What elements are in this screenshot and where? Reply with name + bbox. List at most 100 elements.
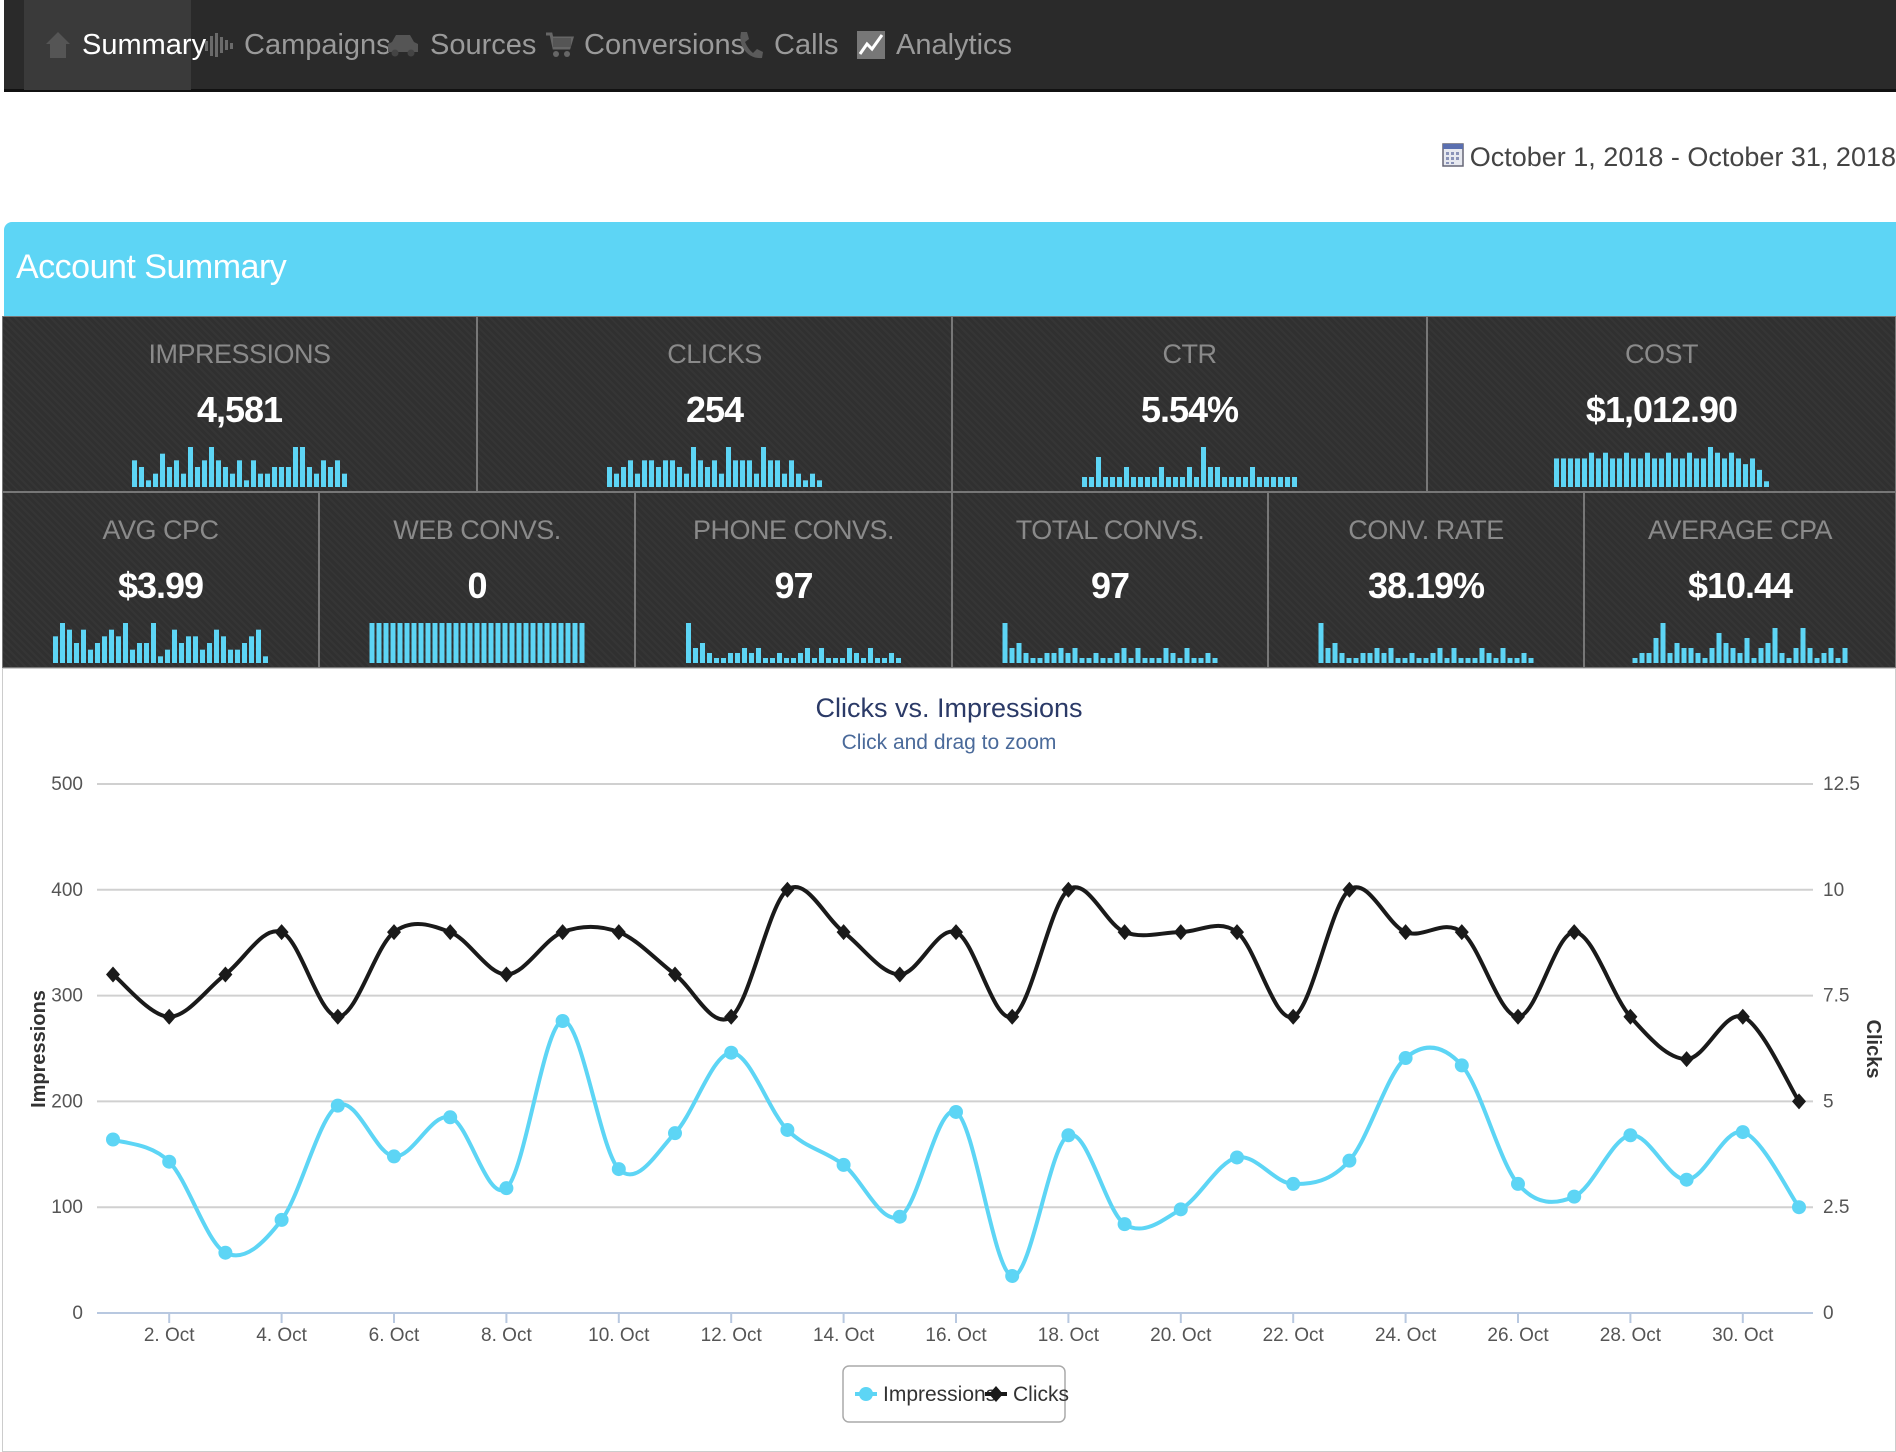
clicks-point[interactable] bbox=[1398, 924, 1413, 941]
clicks-point[interactable] bbox=[1342, 881, 1357, 898]
nav-summary[interactable]: Summary bbox=[24, 0, 206, 90]
clicks-point[interactable] bbox=[836, 924, 851, 941]
impressions-point[interactable] bbox=[1005, 1268, 1020, 1283]
sparkline-bar bbox=[819, 648, 824, 663]
impressions-point[interactable] bbox=[1454, 1058, 1469, 1073]
legend-impressions-label[interactable]: Impressions bbox=[883, 1383, 996, 1406]
legend-clicks-label[interactable]: Clicks bbox=[1013, 1383, 1069, 1406]
impressions-point[interactable] bbox=[836, 1157, 851, 1172]
impressions-point[interactable] bbox=[949, 1104, 963, 1119]
impressions-point[interactable] bbox=[1286, 1176, 1301, 1191]
sparkline-bar bbox=[698, 460, 703, 487]
sparkline-bar bbox=[1107, 658, 1113, 663]
impressions-point[interactable] bbox=[106, 1132, 120, 1147]
impressions-point[interactable] bbox=[555, 1013, 570, 1028]
impressions-point[interactable] bbox=[218, 1245, 233, 1260]
sparkline-bar bbox=[1681, 648, 1687, 663]
sparkline-bar bbox=[314, 473, 319, 487]
clicks-point[interactable] bbox=[611, 924, 626, 941]
clicks-point[interactable] bbox=[780, 881, 795, 898]
sparkline-bar bbox=[805, 648, 810, 663]
nav-analytics[interactable]: Analytics bbox=[856, 0, 1012, 90]
clicks-point[interactable] bbox=[499, 966, 514, 983]
clicks-point[interactable] bbox=[274, 924, 289, 941]
impressions-point[interactable] bbox=[499, 1181, 514, 1196]
clicks-point[interactable] bbox=[1623, 1008, 1638, 1025]
impressions-point[interactable] bbox=[274, 1212, 289, 1227]
sparkline-bar bbox=[1208, 467, 1213, 487]
impressions-point[interactable] bbox=[1567, 1189, 1582, 1204]
impressions-point[interactable] bbox=[1230, 1150, 1244, 1165]
clicks-point[interactable] bbox=[1735, 1008, 1750, 1025]
clicks-point[interactable] bbox=[555, 924, 570, 941]
sparkline-bar bbox=[53, 636, 58, 663]
clicks-point[interactable] bbox=[724, 1008, 739, 1025]
nav-campaigns[interactable]: Campaigns bbox=[204, 0, 391, 90]
impressions-point[interactable] bbox=[892, 1209, 907, 1224]
phone-convs-sparkline bbox=[686, 623, 901, 663]
sparkline-bar bbox=[1285, 477, 1290, 487]
clicks-point[interactable] bbox=[443, 924, 458, 941]
impressions-point[interactable] bbox=[1623, 1128, 1638, 1143]
impressions-point[interactable] bbox=[1342, 1153, 1357, 1168]
nav-calls[interactable]: Calls bbox=[736, 0, 838, 90]
clicks-point[interactable] bbox=[1792, 1093, 1806, 1110]
date-range-picker[interactable]: October 1, 2018 - October 31, 2018 bbox=[1441, 138, 1896, 176]
sparkline-bar bbox=[1079, 658, 1085, 663]
clicks-point[interactable] bbox=[1454, 924, 1469, 941]
clicks-vs-impressions-chart[interactable]: Clicks vs. Impressions Click and drag to … bbox=[2, 668, 1896, 1452]
sparkline-bar bbox=[1596, 458, 1601, 487]
clicks-point[interactable] bbox=[330, 1008, 345, 1025]
sparkline-bar bbox=[321, 460, 326, 487]
impressions-point[interactable] bbox=[780, 1122, 795, 1137]
impressions-point[interactable] bbox=[1679, 1172, 1694, 1187]
impressions-point[interactable] bbox=[1735, 1125, 1750, 1140]
nav-conversions[interactable]: Conversions bbox=[544, 0, 745, 90]
legend-box bbox=[842, 1365, 1066, 1423]
chart-svg[interactable]: Clicks vs. Impressions Click and drag to … bbox=[3, 669, 1895, 1451]
clicks-point[interactable] bbox=[892, 966, 907, 983]
impressions-point[interactable] bbox=[1511, 1176, 1525, 1191]
clicks-point[interactable] bbox=[106, 966, 120, 983]
clicks-point[interactable] bbox=[162, 1008, 177, 1025]
nav-sources[interactable]: Sources bbox=[386, 0, 536, 90]
clicks-point[interactable] bbox=[949, 924, 963, 941]
clicks-series-line bbox=[111, 885, 1801, 1103]
sparkline-bar bbox=[1631, 458, 1636, 487]
clicks-point[interactable] bbox=[387, 924, 401, 941]
impressions-point[interactable] bbox=[1117, 1217, 1132, 1232]
clicks-point[interactable] bbox=[1005, 1008, 1020, 1025]
x-tick-label: 10. Oct bbox=[588, 1325, 650, 1346]
impressions-point[interactable] bbox=[387, 1149, 401, 1164]
clicks-point[interactable] bbox=[668, 966, 682, 983]
sparkline-bar bbox=[1465, 658, 1471, 663]
impressions-point[interactable] bbox=[611, 1162, 626, 1177]
clicks-point[interactable] bbox=[1117, 924, 1132, 941]
sparkline-bar bbox=[74, 643, 79, 663]
clicks-point[interactable] bbox=[1679, 1051, 1694, 1068]
clicks-point[interactable] bbox=[1286, 1008, 1301, 1025]
sparkline-bar bbox=[186, 636, 191, 663]
impressions-point[interactable] bbox=[330, 1098, 345, 1113]
clicks-point[interactable] bbox=[218, 966, 233, 983]
clicks-point[interactable] bbox=[1567, 924, 1582, 941]
impressions-point[interactable] bbox=[668, 1126, 682, 1141]
impressions-point[interactable] bbox=[1792, 1200, 1806, 1215]
sparkline-bar bbox=[383, 623, 389, 663]
sparkline-bar bbox=[1652, 458, 1657, 487]
impressions-point[interactable] bbox=[1173, 1202, 1188, 1217]
sparkline-bar bbox=[1709, 648, 1715, 663]
sparkline-bar bbox=[1072, 648, 1078, 663]
clicks-point[interactable] bbox=[1511, 1008, 1525, 1025]
chart-legend[interactable]: Impressions Clicks bbox=[842, 1365, 1069, 1423]
impressions-point[interactable] bbox=[1398, 1051, 1413, 1066]
impressions-point[interactable] bbox=[1061, 1128, 1076, 1143]
sparkline-bar bbox=[460, 623, 466, 663]
impressions-point[interactable] bbox=[162, 1154, 177, 1169]
impressions-point[interactable] bbox=[443, 1110, 458, 1125]
clicks-point[interactable] bbox=[1173, 924, 1188, 941]
clicks-point[interactable] bbox=[1061, 881, 1076, 898]
sparkline-bar bbox=[1701, 458, 1706, 487]
impressions-point[interactable] bbox=[724, 1045, 739, 1060]
clicks-point[interactable] bbox=[1230, 924, 1244, 941]
